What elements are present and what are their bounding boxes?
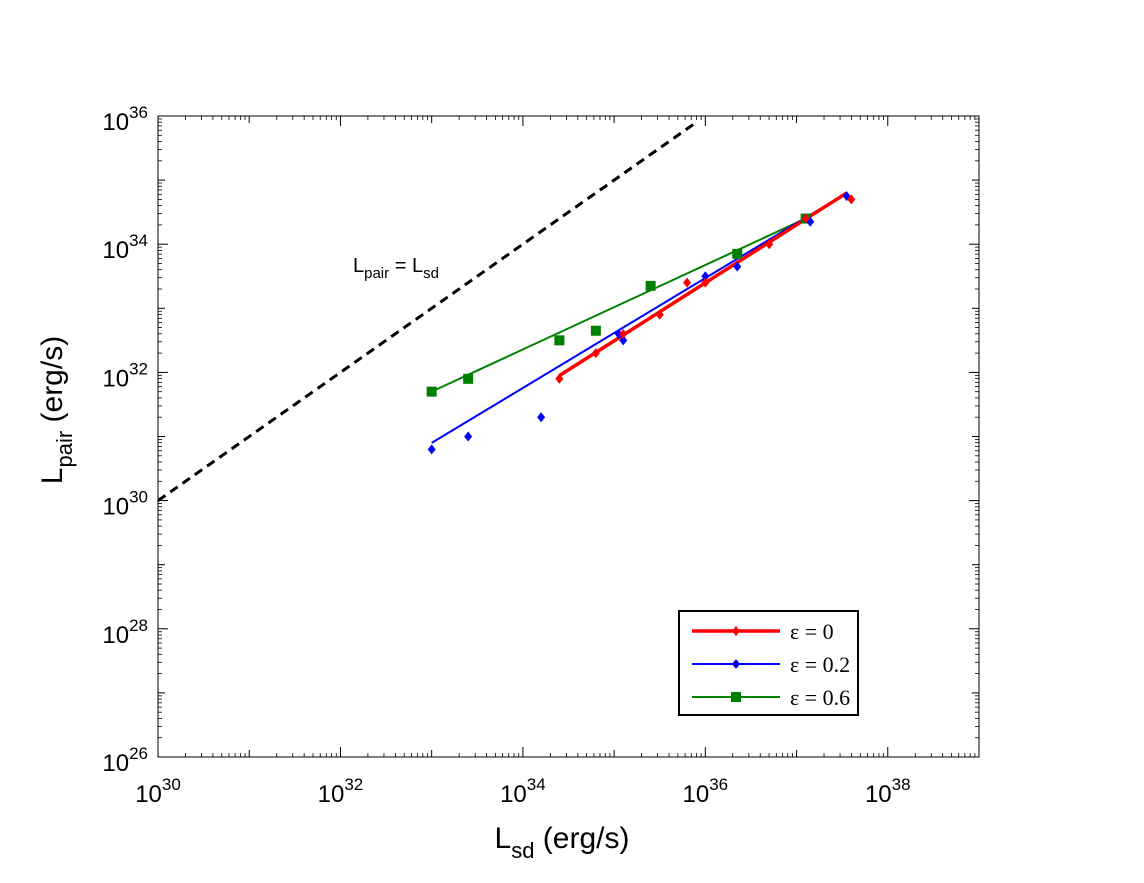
x-axis-title: Lsd (erg/s) (495, 822, 630, 863)
legend: ε = 0 ε = 0.2 ε = 0.6 (678, 610, 859, 716)
data-point-series-0 (683, 277, 692, 288)
fit-lines (431, 191, 848, 444)
y-tick-label: 1032 (102, 359, 148, 392)
axis-ticks (158, 116, 979, 757)
legend-marker (732, 659, 740, 669)
legend-marker (732, 626, 740, 636)
data-point-series-1 (733, 261, 742, 272)
legend-marker (731, 692, 741, 702)
data-point-series-2 (590, 325, 601, 336)
y-tick-label: 1028 (102, 616, 148, 649)
fit-line-series-1 (431, 192, 848, 444)
data-point-series-2 (732, 248, 743, 259)
data-point-series-2 (463, 373, 474, 384)
data-point-series-1 (701, 271, 710, 282)
data-point-series-0 (765, 239, 774, 250)
data-point-series-0 (619, 328, 628, 339)
y-axis-title: Lpair (erg/s) (36, 336, 77, 484)
data-point-series-1 (614, 328, 623, 339)
x-tick-label: 1032 (318, 775, 364, 808)
data-point-series-2 (554, 335, 565, 346)
fit-line-series-2 (431, 217, 807, 393)
data-point-series-2 (426, 386, 437, 397)
x-tick-label: 1038 (865, 775, 911, 808)
data-point-series-0 (655, 309, 664, 320)
data-point-series-1 (537, 412, 546, 423)
data-points (426, 191, 856, 455)
legend-label: ε = 0 (790, 619, 834, 644)
data-point-series-0 (555, 373, 564, 384)
x-tick-label: 1036 (683, 775, 729, 808)
legend-entries: ε = 0 ε = 0.2 ε = 0.6 (692, 619, 850, 710)
data-point-series-0 (847, 194, 856, 205)
data-point-series-2 (645, 280, 656, 291)
y-tick-label: 1026 (102, 744, 148, 777)
y-tick-label: 1030 (102, 488, 148, 521)
reference-line-layer (157, 121, 698, 502)
x-tick-label: 1030 (135, 775, 181, 808)
y-tick-label: 1036 (102, 103, 148, 136)
data-point-series-1 (427, 444, 436, 455)
data-point-series-0 (801, 213, 810, 224)
legend-label: ε = 0.6 (790, 685, 850, 710)
x-tick-label: 1034 (500, 775, 546, 808)
data-point-series-0 (701, 277, 710, 288)
data-point-series-0 (591, 348, 600, 359)
legend-label: ε = 0.2 (790, 652, 850, 677)
reference-annotation: Lpair = Lsd (353, 255, 439, 282)
tick-labels: 1030 1032 1034 1036 1038 1026 1028 1030 1032 1034… (102, 103, 910, 808)
reference-line (157, 121, 698, 502)
data-point-series-1 (464, 431, 473, 442)
data-point-series-1 (619, 335, 628, 346)
y-tick-label: 1034 (102, 231, 148, 264)
